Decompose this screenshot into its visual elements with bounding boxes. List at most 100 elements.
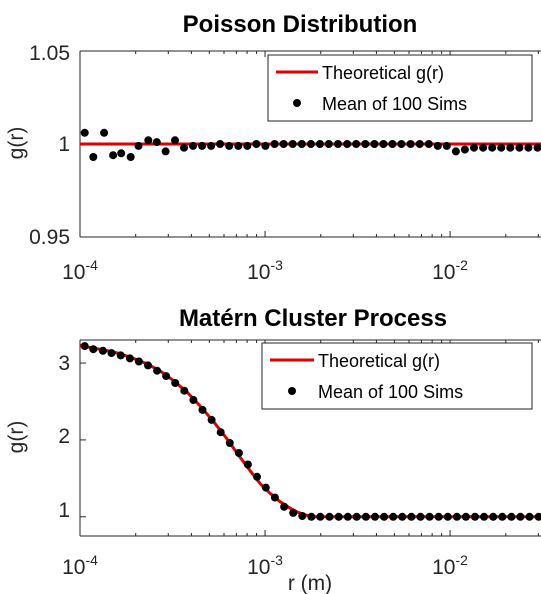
- sim-point: [316, 140, 324, 148]
- sim-point: [326, 513, 334, 521]
- sim-point: [262, 484, 270, 492]
- sim-point: [515, 144, 523, 152]
- legend-point-swatch: [288, 387, 296, 395]
- sim-point: [426, 513, 434, 521]
- sim-point: [307, 513, 315, 521]
- sim-point: [144, 136, 152, 144]
- matern-panel: Matérn Cluster Process g(r) 1 2 3 10-4 1…: [5, 305, 541, 594]
- legend-point-swatch: [293, 99, 301, 107]
- sim-point: [271, 140, 279, 148]
- sim-point: [434, 142, 442, 150]
- sim-point: [153, 367, 161, 375]
- sim-point: [280, 503, 288, 511]
- sim-point: [316, 513, 324, 521]
- y-tick-label: 1.05: [29, 42, 70, 65]
- sim-point: [362, 513, 370, 521]
- sim-point: [497, 144, 505, 152]
- sim-point: [117, 351, 125, 359]
- sim-point: [261, 142, 269, 150]
- sim-point: [198, 142, 206, 150]
- sim-point: [398, 513, 406, 521]
- sim-point: [189, 142, 197, 150]
- sim-point: [207, 142, 215, 150]
- legend-entry: Theoretical g(r): [322, 63, 444, 83]
- sim-point: [89, 153, 97, 161]
- panel-title: Matérn Cluster Process: [179, 305, 447, 332]
- sim-point: [417, 513, 425, 521]
- y-axis-label: g(r): [5, 421, 28, 454]
- sim-point: [126, 354, 134, 362]
- sim-point: [480, 513, 488, 521]
- sim-point: [397, 140, 405, 148]
- sim-point: [208, 416, 216, 424]
- sim-point: [180, 387, 188, 395]
- sim-point: [216, 140, 224, 148]
- sim-point: [361, 140, 369, 148]
- sim-point: [526, 513, 534, 521]
- sim-point: [370, 140, 378, 148]
- sim-point: [498, 513, 506, 521]
- legend: Theoretical g(r) Mean of 100 Sims: [262, 343, 532, 409]
- sim-point: [444, 513, 452, 521]
- sim-point: [352, 140, 360, 148]
- sim-point: [127, 153, 135, 161]
- poisson-panel: Poisson Distribution g(r) 0.95 1 1.05 10…: [5, 11, 541, 284]
- sim-point: [99, 347, 107, 355]
- sim-point: [380, 513, 388, 521]
- sim-point: [388, 140, 396, 148]
- y-tick-label: 0.95: [29, 226, 70, 249]
- sim-point: [171, 379, 179, 387]
- sim-point: [325, 140, 333, 148]
- sim-point: [234, 142, 242, 150]
- sim-point: [524, 144, 532, 152]
- sim-point: [461, 146, 469, 154]
- sim-point: [243, 142, 251, 150]
- x-tick-label: 10-3: [247, 257, 283, 284]
- sim-point: [335, 513, 343, 521]
- sim-point: [162, 147, 170, 155]
- sim-point: [298, 512, 306, 520]
- sim-point: [180, 144, 188, 152]
- sim-point: [81, 129, 89, 137]
- sim-point: [109, 151, 117, 159]
- sim-point: [425, 140, 433, 148]
- x-tick-label: 10-4: [62, 257, 98, 284]
- sim-point: [89, 345, 97, 353]
- sim-point: [226, 439, 234, 447]
- sim-point: [135, 142, 143, 150]
- sim-point: [488, 144, 496, 152]
- sim-point: [535, 513, 541, 521]
- sim-point: [108, 349, 116, 357]
- sim-point: [470, 144, 478, 152]
- y-tick-label: 2: [58, 425, 70, 448]
- y-axis-label: g(r): [5, 127, 28, 160]
- sim-point: [289, 140, 297, 148]
- sim-point: [506, 144, 514, 152]
- sim-point: [334, 140, 342, 148]
- sim-point: [416, 140, 424, 148]
- sim-point: [171, 136, 179, 144]
- sim-point: [244, 461, 252, 469]
- sim-point: [307, 140, 315, 148]
- sim-point: [235, 449, 243, 457]
- sim-point: [407, 140, 415, 148]
- sim-point: [253, 473, 261, 481]
- sim-point: [371, 513, 379, 521]
- sim-point: [452, 147, 460, 155]
- sim-point: [471, 513, 479, 521]
- sim-point: [252, 140, 260, 148]
- sim-point: [199, 406, 207, 414]
- y-tick-label: 1: [58, 499, 70, 522]
- sim-point: [135, 358, 143, 366]
- sim-point: [389, 513, 397, 521]
- x-tick-label: 10-2: [432, 257, 468, 284]
- sim-point: [162, 372, 170, 380]
- sim-point: [353, 513, 361, 521]
- sim-point: [217, 428, 225, 436]
- panel-title: Poisson Distribution: [183, 11, 418, 38]
- sim-point: [117, 149, 125, 157]
- sim-point: [344, 513, 352, 521]
- x-tick-label: 10-3: [247, 552, 283, 579]
- legend-entry: Mean of 100 Sims: [322, 94, 467, 114]
